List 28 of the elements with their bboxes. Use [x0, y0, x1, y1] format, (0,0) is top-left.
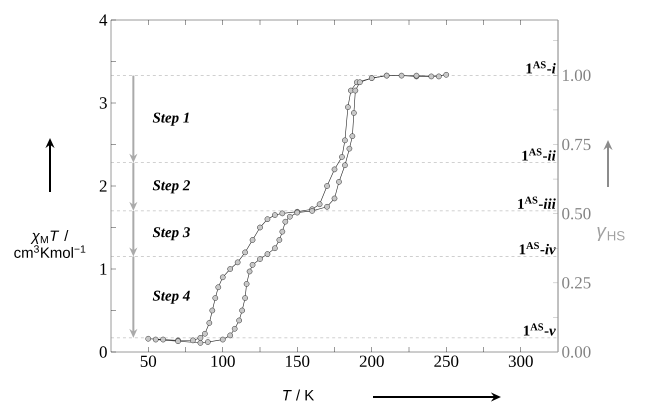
y-tick-label: 1: [100, 263, 106, 275]
x-tick-label: 300: [508, 356, 533, 367]
y2-tick-label: 0.75: [562, 138, 591, 150]
annotation: Step 2: [152, 180, 190, 194]
ref-line-label: 1$^{AS}$-iii: [518, 196, 556, 209]
annotation: Step 3: [152, 227, 190, 240]
annotation: Step 4: [152, 290, 190, 304]
ref-line-label: 1$^{AS}$-ii: [522, 148, 556, 161]
x-tick-label: 50: [140, 356, 156, 367]
annotation: Step 1: [152, 112, 189, 126]
ref-line-label: 1$^{AS}$-i: [526, 61, 556, 74]
text: χ$_{M}$T / cm$^{3}$Kmol$^{−1}$: [14, 230, 86, 258]
x-tick-label: 200: [360, 356, 384, 367]
y2-axis-title: γ$_{HS}$: [597, 227, 625, 241]
y-tick-label: 4: [99, 14, 108, 26]
x-axis-title: T / K: [283, 390, 314, 400]
x-tick-label: 150: [286, 356, 310, 367]
y-tick-label: 0: [100, 346, 107, 358]
y2-tick-label: 0.50: [562, 208, 591, 220]
y2-tick-label: 0.25: [562, 277, 591, 289]
y-tick-label: 2: [100, 180, 107, 192]
x-tick-label: 100: [212, 356, 235, 367]
y2-tick-label: 0.00: [562, 346, 591, 358]
ref-line-label: 1$^{AS}$-v: [524, 323, 556, 336]
y2-tick-label: 1.00: [563, 70, 591, 82]
x-tick-label: 250: [434, 356, 458, 367]
ref-line-label: 1$^{AS}$-iv: [520, 242, 556, 254]
y-tick-label: 3: [100, 97, 107, 109]
